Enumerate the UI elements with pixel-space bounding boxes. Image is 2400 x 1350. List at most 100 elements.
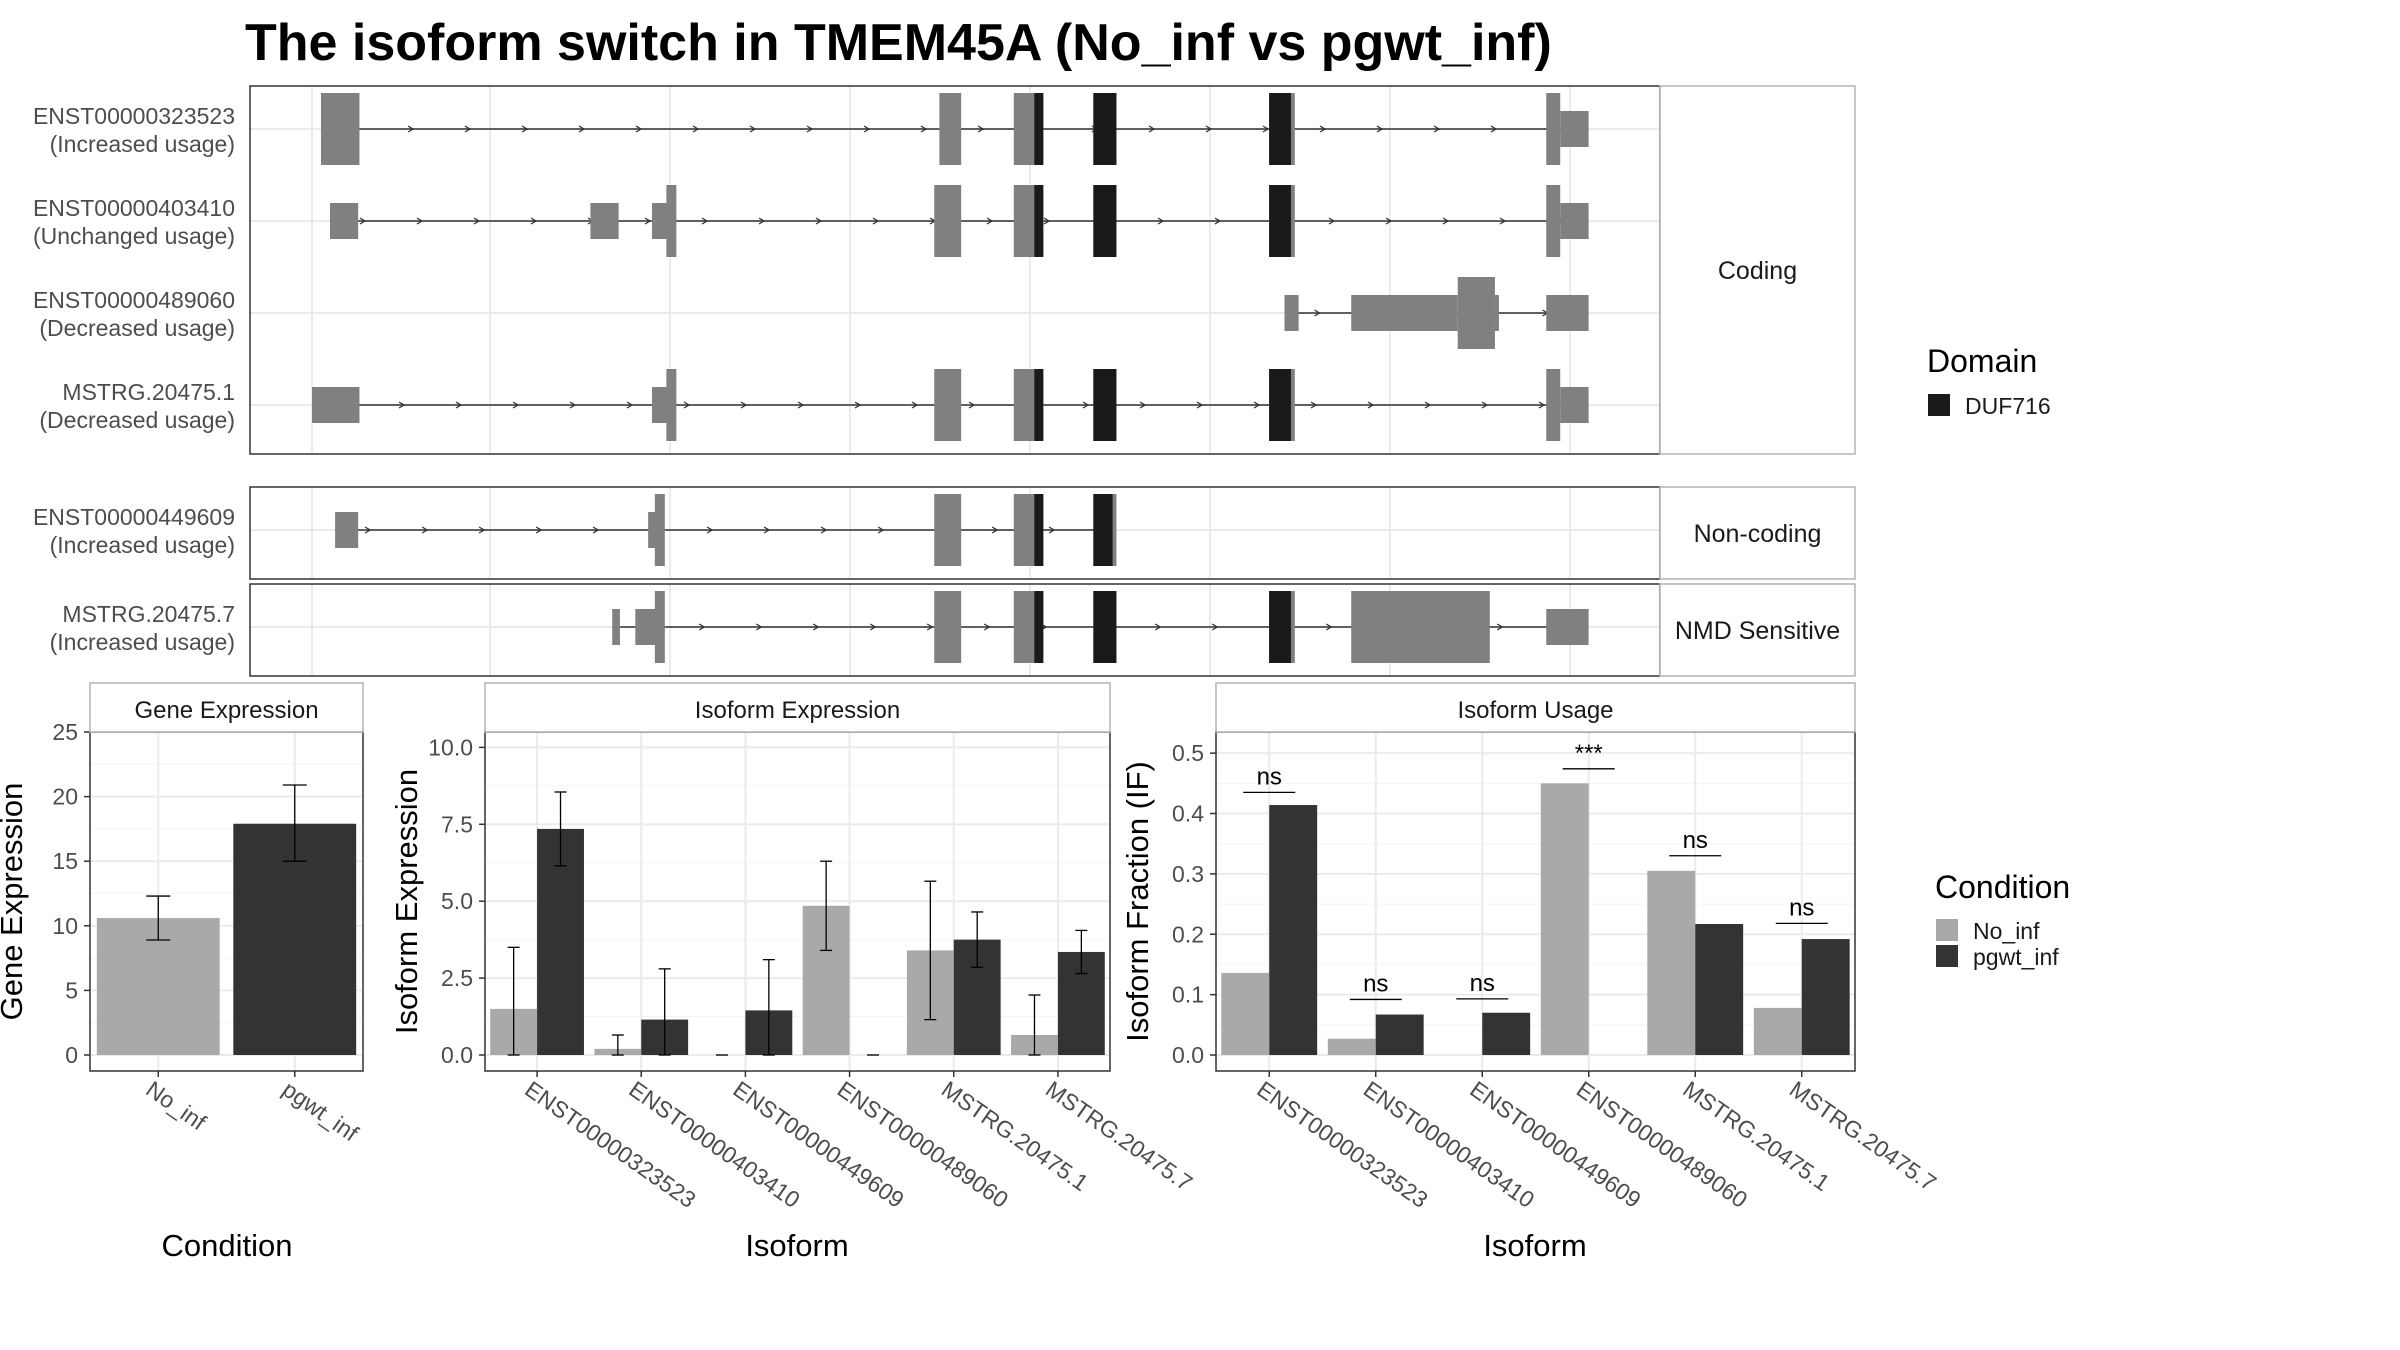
strand-arrow — [869, 623, 877, 631]
y-tick-label: 15 — [52, 848, 78, 874]
panel-title: Isoform Expression — [695, 697, 900, 724]
strand-arrow — [364, 526, 372, 534]
exon — [666, 185, 677, 257]
panel-title: Gene Expression — [134, 697, 318, 724]
strand-arrow — [1148, 125, 1156, 133]
strand-arrow — [1310, 401, 1318, 409]
strand-arrow — [1319, 125, 1327, 133]
y-tick-label: 20 — [52, 784, 78, 810]
strand-arrow — [455, 401, 463, 409]
strand-arrow — [698, 623, 706, 631]
strand-arrow — [926, 623, 934, 631]
domain-duf716 — [1034, 93, 1044, 165]
strand-arrow — [626, 401, 634, 409]
significance-label: *** — [1575, 740, 1603, 767]
x-tick-label: ENST00000403410 — [624, 1076, 804, 1213]
exon-utr — [1560, 111, 1589, 147]
x-tick-label: ENST00000323523 — [1252, 1076, 1432, 1213]
domain-duf716 — [1093, 93, 1117, 165]
strand-arrow — [1496, 623, 1504, 631]
x-axis-title: Condition — [162, 1228, 293, 1263]
y-tick-label: 0.5 — [1172, 740, 1204, 766]
y-axis-title: Isoform Expression — [389, 769, 424, 1034]
domain-legend: Domain DUF716 — [1927, 343, 2051, 419]
strand-arrow — [1262, 125, 1270, 133]
strand-arrow — [706, 526, 714, 534]
domain-duf716 — [1034, 369, 1044, 441]
strand-arrow — [968, 401, 976, 409]
strand-arrow — [1157, 217, 1165, 225]
x-tick-label: ENST00000489060 — [1572, 1076, 1752, 1213]
strand-arrow — [701, 217, 709, 225]
transcript-ENST00000449609 — [335, 494, 1117, 566]
facet-coding: Coding — [249, 85, 1856, 455]
strand-arrow — [1043, 217, 1051, 225]
legend-label: No_inf — [1973, 918, 2040, 944]
strand-arrow — [1139, 401, 1147, 409]
plot-background — [1216, 732, 1855, 1071]
exon — [1546, 93, 1561, 165]
transcript-ENST00000489060 — [1284, 277, 1589, 349]
transcript-usage-label: (Unchanged usage) — [33, 223, 235, 249]
exon — [612, 609, 620, 645]
domain-duf716 — [1093, 369, 1117, 441]
bar-no_inf — [1647, 870, 1696, 1055]
exon — [666, 369, 677, 441]
y-axis-title: Isoform Fraction (IF) — [1120, 761, 1155, 1042]
exon — [1546, 295, 1589, 331]
strand-arrow — [1376, 125, 1384, 133]
x-tick-label: ENST00000323523 — [520, 1076, 700, 1213]
transcript-id-label: MSTRG.20475.7 — [62, 601, 235, 627]
facet-strip — [1659, 583, 1856, 677]
exon — [320, 93, 360, 165]
transcript-usage-label: (Increased usage) — [50, 532, 235, 558]
bar-pgwt_inf — [1482, 1012, 1531, 1055]
exon — [934, 185, 962, 257]
strand-arrow — [812, 623, 820, 631]
strand-arrow — [421, 526, 429, 534]
transcript-id-label: MSTRG.20475.1 — [62, 379, 235, 405]
strand-arrow — [530, 217, 538, 225]
strand-arrow — [1328, 217, 1336, 225]
facet-strip — [1659, 486, 1856, 580]
chart-gene-expression: 0 5 10 15 20 25 No_inf pgwt_inf Gene Expression C… — [0, 682, 364, 1263]
exon-utr — [1560, 387, 1589, 423]
domain-duf716 — [1269, 93, 1291, 165]
exon-utr — [635, 609, 657, 645]
strand-arrow — [416, 217, 424, 225]
legend-key-duf716 — [1928, 394, 1950, 416]
bar-no_inf — [1540, 783, 1589, 1055]
y-tick-label: 7.5 — [441, 811, 473, 837]
exon — [1457, 277, 1495, 349]
x-tick-label: ENST00000449609 — [729, 1076, 909, 1213]
exon — [1494, 295, 1499, 331]
legend-label: pgwt_inf — [1973, 944, 2059, 970]
bar-no_inf — [1221, 972, 1270, 1055]
strand-arrow — [1433, 125, 1441, 133]
exon — [934, 369, 962, 441]
y-tick-label: 5 — [65, 977, 78, 1003]
x-axis-title: Isoform — [745, 1228, 848, 1263]
x-tick-label: ENST00000489060 — [833, 1076, 1013, 1213]
transcript-usage-label: (Increased usage) — [50, 629, 235, 655]
strand-arrow — [569, 401, 577, 409]
facet-strip-label: Non-coding — [1694, 520, 1822, 548]
exon — [1546, 185, 1561, 257]
exon — [1351, 295, 1458, 331]
x-tick-label: ENST00000403410 — [1359, 1076, 1539, 1213]
strand-arrow — [683, 401, 691, 409]
strand-arrow — [815, 217, 823, 225]
strand-arrow — [692, 125, 700, 133]
domain-duf716 — [1093, 494, 1113, 566]
figure-title: The isoform switch in TMEM45A (No_inf vs… — [245, 14, 1552, 72]
strand-arrow — [578, 125, 586, 133]
significance-label: ns — [1470, 970, 1495, 997]
strand-arrow — [1196, 401, 1204, 409]
x-tick-label: ENST00000449609 — [1465, 1076, 1645, 1213]
exon — [939, 93, 962, 165]
panel-strip — [89, 682, 364, 733]
y-tick-label: 2.5 — [441, 965, 473, 991]
y-tick-label: 10 — [52, 913, 78, 939]
strand-arrow — [920, 125, 928, 133]
